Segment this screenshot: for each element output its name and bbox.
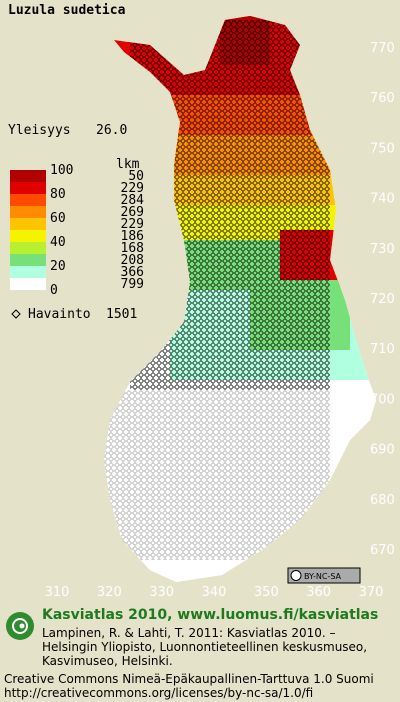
citation-line: Helsingin Yliopisto, Luonnontieteellinen…	[42, 640, 367, 654]
legend-count: 799	[121, 277, 144, 292]
frequency-value: 26.0	[96, 123, 127, 138]
legend-swatch	[10, 278, 46, 290]
legend-count: 284	[121, 193, 145, 208]
observation-label: Havainto	[28, 307, 91, 322]
legend-scale-label: 0	[50, 283, 58, 298]
frequency-label: Yleisyys	[8, 123, 71, 138]
logo	[6, 612, 34, 640]
count-header: lkm	[116, 157, 140, 172]
legend-count: 229	[121, 217, 144, 232]
license-line[interactable]: http://creativecommons.org/licenses/by-n…	[4, 686, 313, 700]
legend-count: 269	[121, 205, 144, 220]
y-axis-label: 670	[370, 543, 395, 558]
x-axis-label: 360	[306, 585, 331, 600]
legend-swatch	[10, 182, 46, 194]
legend-swatch	[10, 230, 46, 242]
legend-count: 168	[121, 241, 144, 256]
legend-scale-label: 40	[50, 235, 66, 250]
y-axis-label: 740	[370, 192, 395, 207]
legend-scale-label: 20	[50, 259, 66, 274]
y-axis-label: 730	[370, 242, 395, 257]
y-axis-label: 680	[370, 493, 395, 508]
legend-count: 186	[121, 229, 144, 244]
y-axis-label: 750	[370, 141, 395, 156]
y-axis-label: 700	[370, 392, 395, 407]
x-axis-label: 310	[45, 585, 70, 600]
legend-count: 208	[121, 253, 144, 268]
legend-swatch	[10, 194, 46, 206]
finland-map	[104, 16, 376, 582]
legend-swatch	[10, 254, 46, 266]
legend-swatch	[10, 266, 46, 278]
citation-line: Kasvimuseo, Helsinki.	[42, 654, 173, 668]
license-badge[interactable]: BY-NC-SA	[287, 567, 361, 584]
license-badge-text: BY-NC-SA	[304, 572, 342, 581]
y-axis-label: 690	[370, 443, 395, 458]
legend-count: 366	[121, 265, 144, 280]
legend-count: 229	[121, 181, 144, 196]
legend-scale-label: 100	[50, 163, 73, 178]
x-axis-label: 370	[359, 585, 384, 600]
title: Luzula sudetica	[8, 3, 126, 18]
x-axis-label: 330	[149, 585, 174, 600]
footer-heading[interactable]: Kasviatlas 2010, www.luomus.fi/kasviatla…	[42, 607, 378, 623]
x-axis-label: 340	[202, 585, 227, 600]
observation-count: 1501	[106, 307, 137, 322]
citation-line: Lampinen, R. & Lahti, T. 2011: Kasviatla…	[42, 626, 336, 640]
y-axis-label: 720	[370, 292, 395, 307]
legend-scale-label: 60	[50, 211, 66, 226]
legend-count: 50	[128, 169, 144, 184]
legend-swatch	[10, 242, 46, 254]
y-axis-label: 770	[370, 41, 395, 56]
observation-symbol	[11, 309, 21, 319]
y-axis-label: 710	[370, 342, 395, 357]
y-axis-label: 760	[370, 91, 395, 106]
license-line: Creative Commons Nimeä-Epäkaupallinen-Ta…	[4, 672, 374, 686]
legend-swatch	[10, 206, 46, 218]
legend-swatch	[10, 170, 46, 182]
legend-swatch	[10, 218, 46, 230]
legend-scale-label: 80	[50, 187, 66, 202]
x-axis-label: 350	[254, 585, 279, 600]
x-axis-label: 320	[97, 585, 122, 600]
